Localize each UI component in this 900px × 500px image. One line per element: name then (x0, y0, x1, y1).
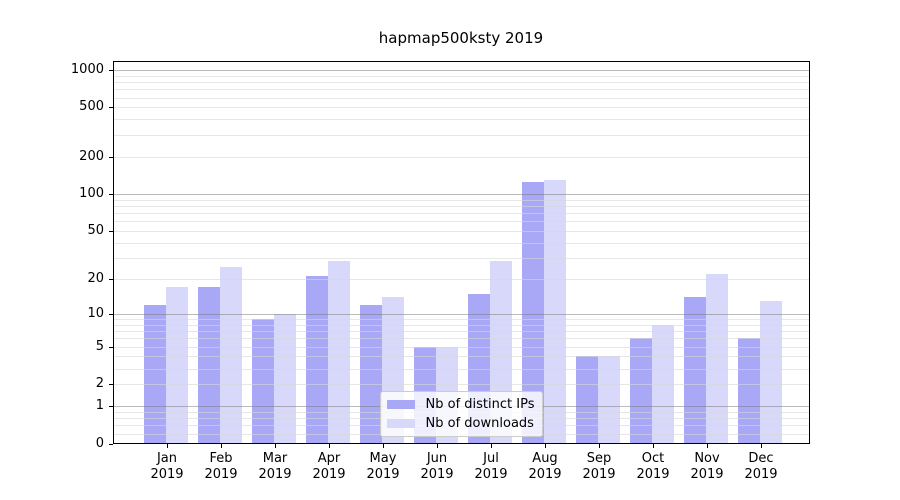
bar-distinct-ips-oct-2019 (630, 338, 652, 443)
x-tick-label-jan-2019: Jan 2019 (150, 451, 184, 482)
x-tick-label-may-2019: May 2019 (366, 451, 400, 482)
x-tick-feb-2019 (221, 444, 222, 448)
y-tick-2 (109, 384, 113, 386)
x-tick-jun-2019 (437, 444, 438, 448)
y-tick-50 (109, 230, 113, 232)
y-tick-label-1: 1 (95, 398, 104, 414)
bar-downloads-oct-2019 (652, 324, 674, 443)
y-tick-label-2: 2 (95, 376, 104, 392)
y-tick-label-5: 5 (95, 338, 104, 354)
y-tick-20 (109, 278, 113, 280)
y-tick-0 (109, 443, 113, 445)
x-tick-oct-2019 (653, 444, 654, 448)
chart-title: hapmap500ksty 2019 (378, 29, 544, 47)
y-tick-1000 (109, 69, 113, 71)
y-tick-200 (109, 156, 113, 158)
plot-area: Nb of distinct IPs Nb of downloads (113, 61, 810, 444)
bar-distinct-ips-nov-2019 (684, 297, 706, 443)
bars-layer (114, 62, 809, 443)
bar-distinct-ips-dec-2019 (738, 338, 760, 443)
y-tick-label-1000: 1000 (70, 61, 104, 77)
bar-distinct-ips-aug-2019 (522, 182, 544, 443)
legend-swatch-downloads (386, 419, 415, 428)
legend-item-distinct-ips: Nb of distinct IPs (386, 396, 535, 413)
bar-distinct-ips-may-2019 (360, 304, 382, 443)
x-tick-label-mar-2019: Mar 2019 (258, 451, 292, 482)
y-tick-label-0: 0 (95, 435, 104, 451)
y-tick-label-200: 200 (79, 148, 104, 164)
x-tick-jul-2019 (491, 444, 492, 448)
bar-downloads-aug-2019 (544, 179, 566, 443)
bar-downloads-dec-2019 (760, 300, 782, 443)
y-tick-1 (109, 406, 113, 408)
bar-distinct-ips-apr-2019 (306, 276, 328, 443)
y-tick-label-100: 100 (79, 185, 104, 201)
bar-distinct-ips-mar-2019 (252, 319, 274, 443)
legend-label-downloads: Nb of downloads (425, 416, 534, 431)
bar-distinct-ips-jan-2019 (144, 304, 166, 443)
x-tick-label-jun-2019: Jun 2019 (420, 451, 454, 482)
x-tick-label-sep-2019: Sep 2019 (582, 451, 616, 482)
y-tick-5 (109, 346, 113, 348)
x-tick-label-nov-2019: Nov 2019 (690, 451, 724, 482)
legend-swatch-distinct-ips (386, 400, 415, 409)
bar-downloads-jan-2019 (166, 287, 188, 443)
x-tick-label-oct-2019: Oct 2019 (636, 451, 670, 482)
x-tick-sep-2019 (599, 444, 600, 448)
x-tick-apr-2019 (329, 444, 330, 448)
bar-downloads-nov-2019 (706, 273, 728, 443)
y-tick-10 (109, 313, 113, 315)
bar-distinct-ips-feb-2019 (198, 287, 220, 443)
x-tick-label-dec-2019: Dec 2019 (744, 451, 778, 482)
bar-downloads-apr-2019 (328, 261, 350, 443)
x-tick-nov-2019 (707, 444, 708, 448)
y-tick-label-20: 20 (87, 270, 104, 286)
legend-label-distinct-ips: Nb of distinct IPs (425, 397, 535, 412)
y-tick-label-10: 10 (87, 305, 104, 321)
x-tick-dec-2019 (761, 444, 762, 448)
bar-downloads-mar-2019 (274, 313, 296, 443)
x-tick-jan-2019 (167, 444, 168, 448)
x-tick-mar-2019 (275, 444, 276, 448)
x-tick-label-apr-2019: Apr 2019 (312, 451, 346, 482)
y-tick-label-500: 500 (79, 99, 104, 115)
bar-distinct-ips-sep-2019 (576, 356, 598, 443)
x-tick-may-2019 (383, 444, 384, 448)
y-tick-label-50: 50 (87, 222, 104, 238)
x-tick-aug-2019 (545, 444, 546, 448)
x-tick-label-aug-2019: Aug 2019 (528, 451, 562, 482)
legend-item-downloads: Nb of downloads (386, 415, 535, 432)
legend: Nb of distinct IPs Nb of downloads (379, 391, 544, 437)
y-tick-500 (109, 107, 113, 109)
bar-downloads-feb-2019 (220, 267, 242, 443)
x-tick-label-feb-2019: Feb 2019 (204, 451, 238, 482)
x-tick-label-jul-2019: Jul 2019 (474, 451, 508, 482)
bar-downloads-sep-2019 (598, 356, 620, 443)
y-tick-100 (109, 193, 113, 195)
